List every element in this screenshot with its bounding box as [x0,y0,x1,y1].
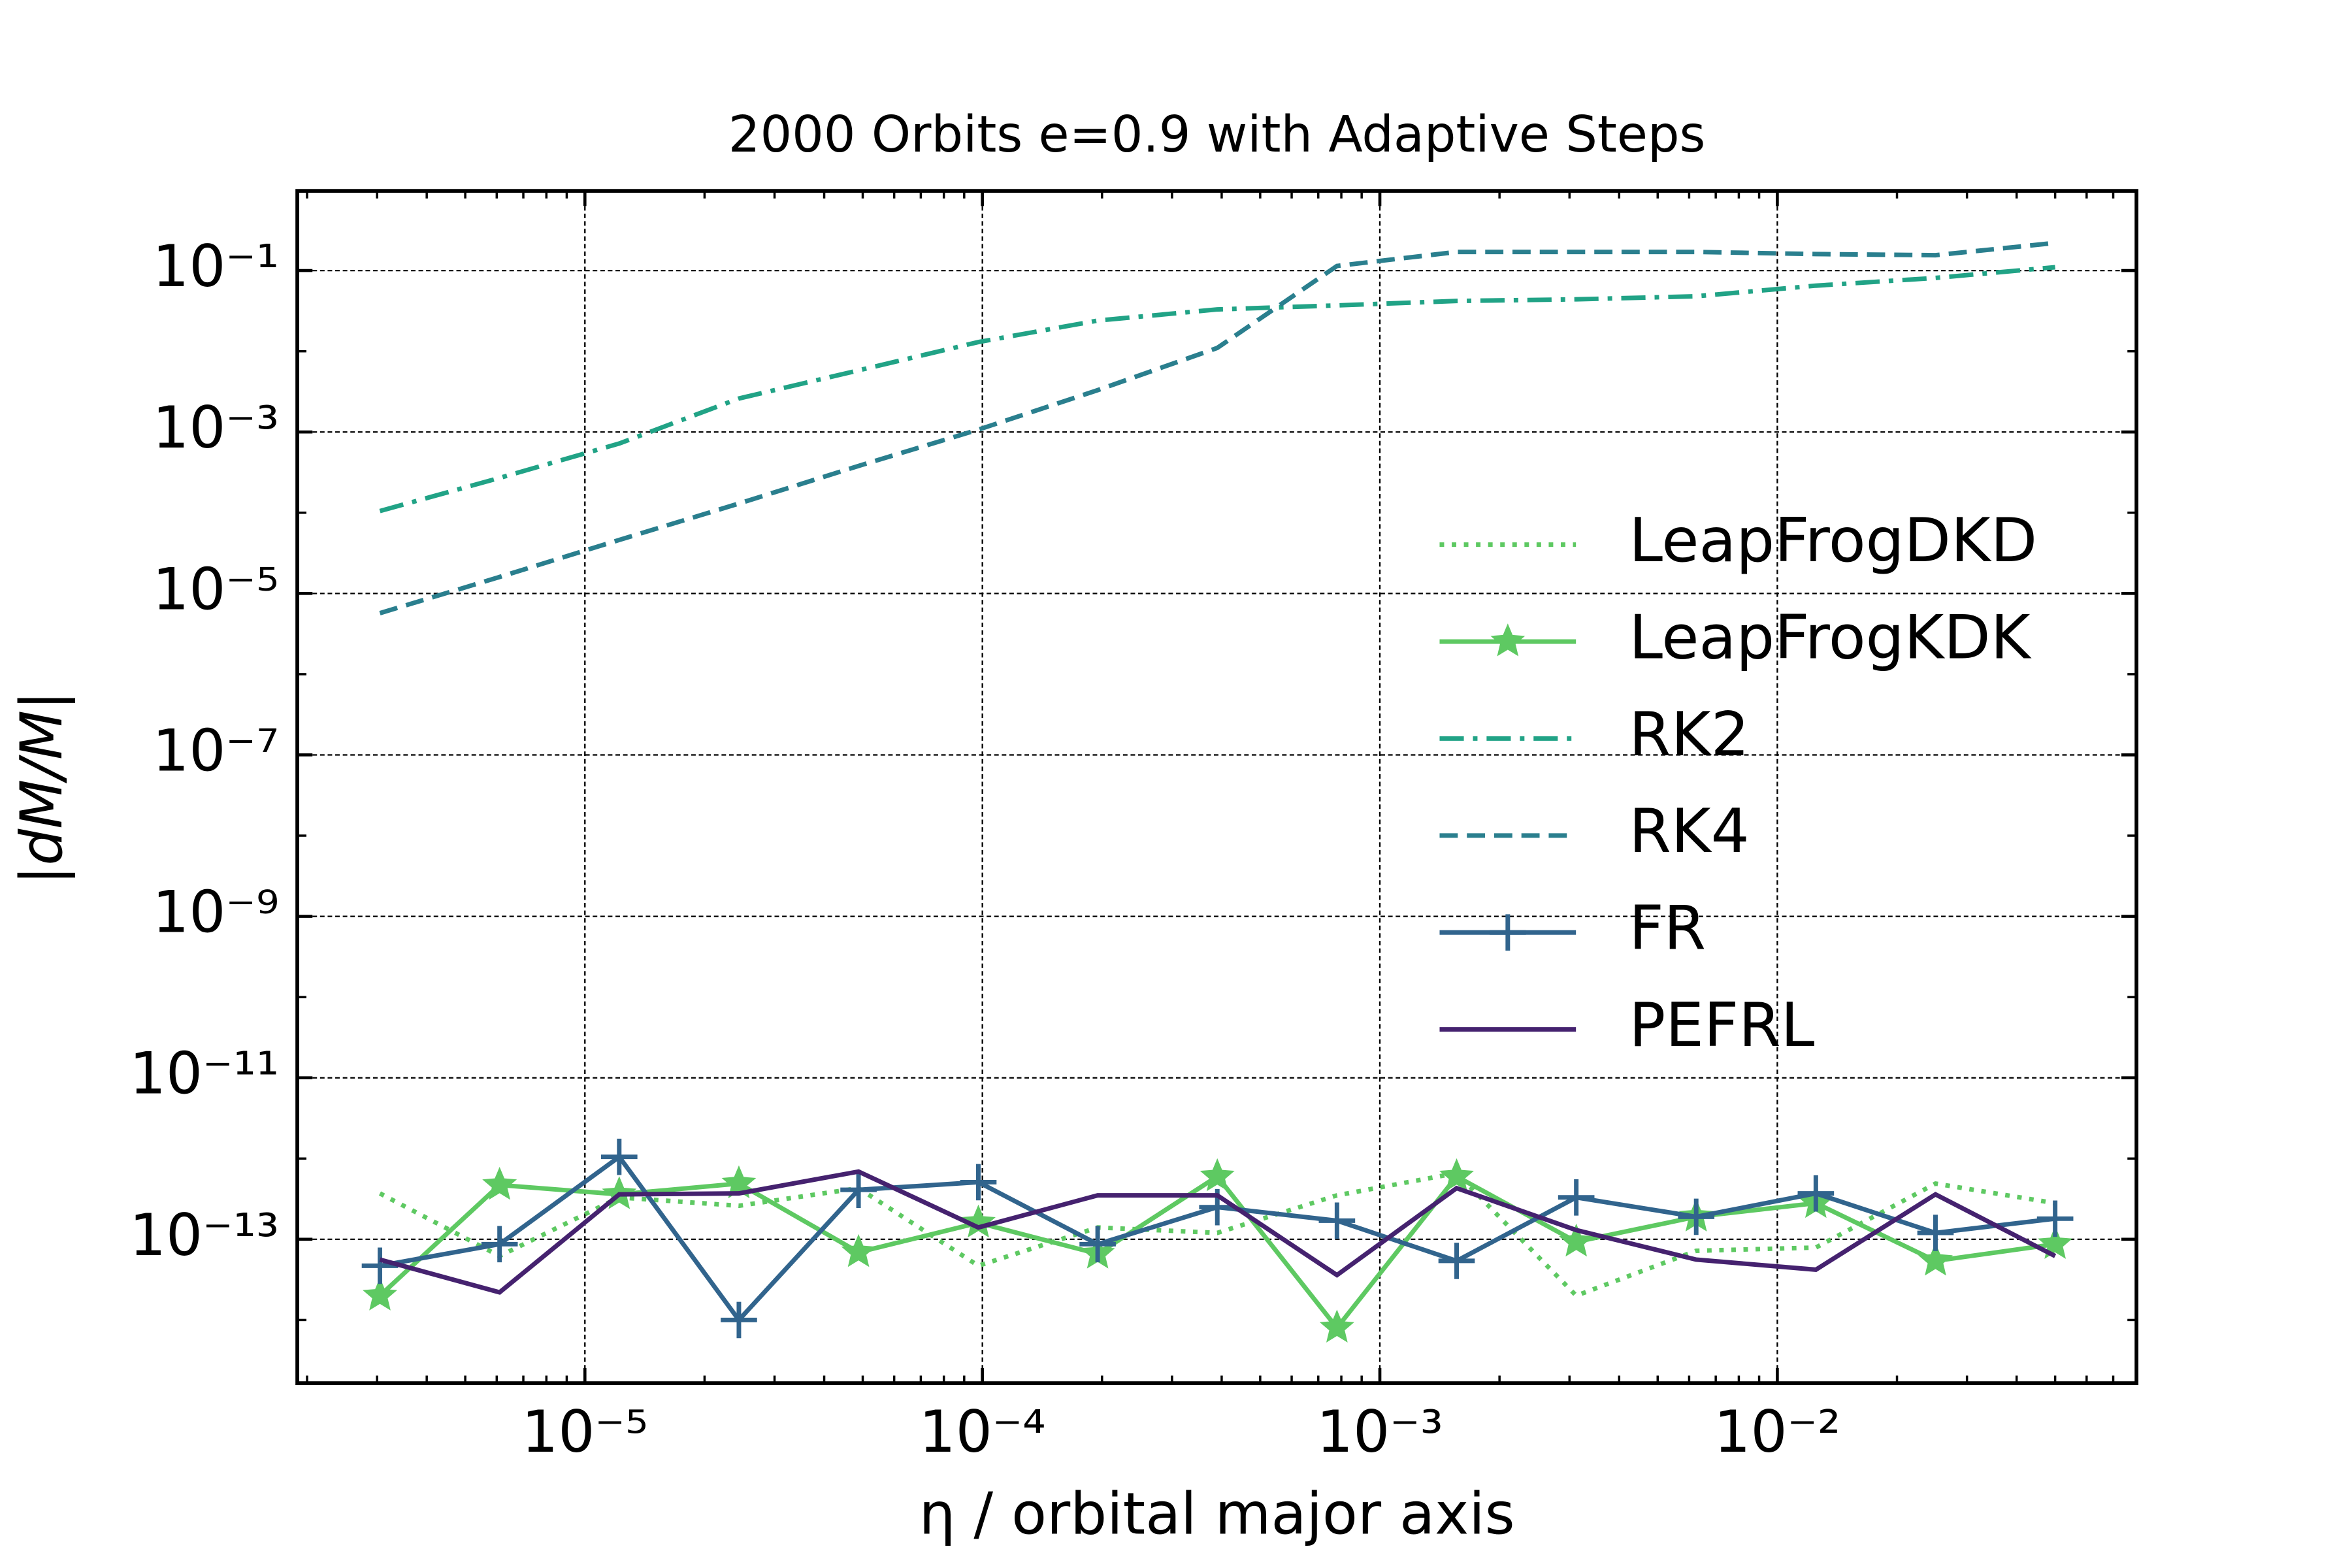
marker-plus [1678,1198,1715,1235]
chart-title: 2000 Orbits e=0.9 with Adaptive Steps [728,106,1706,164]
y-tick-label: 10⁻¹ [152,233,279,300]
legend-marker [1490,623,1526,657]
y-tick-label: 10⁻³ [152,394,279,461]
legend-label: LeapFrogKDK [1629,602,2031,672]
marker-plus [1797,1175,1835,1212]
marker-plus [600,1138,638,1175]
marker-star [1439,1158,1474,1192]
series-line [379,240,2055,615]
y-axis-label: |dM/M| [8,691,76,885]
marker-plus [481,1226,518,1263]
legend-label: RK2 [1629,699,1749,770]
plot-frame [295,189,2139,1385]
marker-plus [1318,1202,1356,1239]
marker-plus [1438,1243,1475,1279]
y-tick-label: 10⁻¹¹ [129,1040,279,1107]
legend-label: RK4 [1629,796,1749,866]
marker-star [1200,1158,1235,1192]
marker-star [363,1277,397,1311]
marker-plus [840,1171,877,1208]
y-tick-label: 10⁻⁹ [152,879,279,946]
marker-plus [1558,1179,1595,1216]
x-tick-label: 10⁻³ [1316,1398,1443,1465]
y-tick-label: 10⁻⁷ [152,717,279,784]
marker-plus [2036,1200,2074,1237]
x-tick-label: 10⁻² [1714,1398,1840,1465]
marker-star [961,1204,996,1238]
x-tick-label: 10⁻⁴ [919,1398,1046,1465]
marker-plus [1079,1226,1116,1263]
y-tick-label: 10⁻⁵ [152,555,279,623]
y-tick-label: 10⁻¹³ [129,1201,279,1269]
legend-label: FR [1629,893,1706,964]
marker-plus [361,1247,399,1284]
marker-star [841,1233,876,1267]
x-axis-label: η / orbital major axis [919,1480,1515,1547]
legend-label: LeapFrogDKD [1629,505,2037,576]
legend-label: PEFRL [1629,990,1814,1060]
marker-star [1918,1243,1953,1276]
x-tick-label: 10⁻⁵ [521,1398,648,1465]
marker-star [1559,1223,1594,1257]
series-line [379,1169,2057,1295]
marker-plus [721,1301,757,1339]
marker-star [482,1166,517,1200]
marker-star [1319,1309,1354,1343]
marker-plus [960,1164,997,1201]
marker-plus [1917,1215,1954,1251]
legend-marker [1490,914,1526,951]
series-line [379,265,2055,514]
series-line [378,1170,2056,1299]
